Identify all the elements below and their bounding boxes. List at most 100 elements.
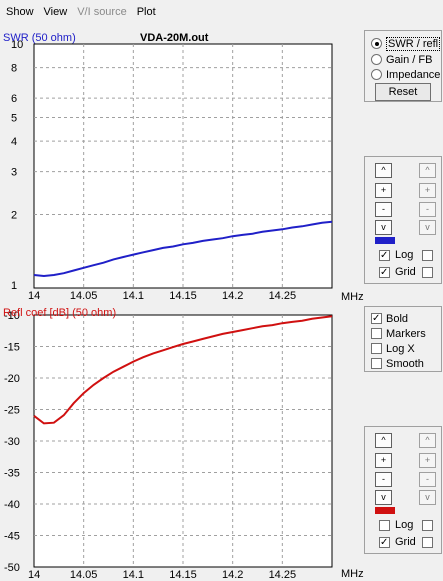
swr-grid [34,44,332,288]
swr-x-ticks: 14 14.05 14.1 14.15 14.2 14.25 [28,290,296,302]
swr-y-tick-label: 4 [11,136,17,148]
option-smooth[interactable]: Smooth [371,357,424,370]
swr-grid-right-checkbox[interactable] [422,267,433,278]
swr-right-plus-button[interactable]: + [419,183,436,198]
refl-log-checkbox[interactable] [379,520,390,531]
refl-x-ticks: 14 14.05 14.1 14.15 14.2 14.25 [28,569,296,581]
refl-scale-down-button[interactable]: v [375,490,392,505]
radio-impedance-dot[interactable] [371,69,382,80]
swr-x-tick-label: 14.2 [222,290,243,302]
swr-color-swatch[interactable] [375,237,395,244]
menu-bar: Show View V/I source Plot [0,0,443,24]
swr-y-tick-label: 10 [11,39,23,51]
refl-right-minus-button[interactable]: - [419,472,436,487]
menu-show[interactable]: Show [6,6,34,18]
swr-y-axis-label: SWR (50 ohm) [3,32,76,44]
refl-y-tick-label: -30 [4,436,20,448]
refl-x-tick-label: 14.2 [222,569,243,581]
refl-right-up-button[interactable]: ^ [419,433,436,448]
swr-y-tick-label: 1 [11,280,17,292]
refl-x-tick-label: 14.1 [123,569,144,581]
refl-x-tick-label: 14.15 [169,569,197,581]
swr-scale-up-button[interactable]: ^ [375,163,392,178]
refl-series-line [33,315,333,425]
refl-y-tick-label: -45 [4,531,20,543]
refl-color-swatch[interactable] [375,507,395,514]
radio-impedance[interactable]: Impedance [371,68,440,81]
swr-y-tick-label: 2 [11,210,17,222]
refl-grid-right-checkbox[interactable] [422,537,433,548]
refl-y-tick-label: -10 [4,310,20,322]
swr-x-unit: MHz [341,291,364,303]
swr-x-tick-label: 14.05 [70,290,98,302]
swr-log-right-checkbox[interactable] [422,250,433,261]
refl-y-tick-label: -25 [4,405,20,417]
menu-vi-source[interactable]: V/I source [77,6,127,18]
refl-grid-label: Grid [395,536,416,548]
menu-view[interactable]: View [43,6,68,18]
refl-y-tick-label: -35 [4,468,20,480]
radio-swr-refl[interactable]: SWR / refl [371,36,441,51]
reset-button[interactable]: Reset [375,83,431,101]
menu-plot[interactable]: Plot [136,6,156,18]
swr-right-up-button[interactable]: ^ [419,163,436,178]
swr-x-tick-label: 14.15 [169,290,197,302]
swr-y-tick-label: 8 [11,63,17,75]
swr-grid-label: Grid [395,266,416,278]
refl-x-tick-label: 14 [28,569,40,581]
swr-log-checkbox[interactable] [379,250,390,261]
refl-x-tick-label: 14.25 [269,569,297,581]
swr-y-tick-label: 5 [11,112,17,124]
refl-right-down-button[interactable]: v [419,490,436,505]
refl-right-plus-button[interactable]: + [419,453,436,468]
option-bold-label: Bold [386,312,409,325]
option-markers[interactable]: Markers [371,327,426,340]
refl-y-ticks: -10 -15 -20 -25 -30 -35 -40 -45 -50 [4,310,20,574]
refl-grid [34,315,332,567]
refl-controls-group: ^ + - v ^ + - v Log Grid [364,426,442,554]
swr-right-minus-button[interactable]: - [419,202,436,217]
option-markers-checkbox[interactable] [371,328,382,339]
plot-type-group: SWR / refl Gain / FB Impedance Reset [364,30,442,102]
refl-x-tick-label: 14.05 [70,569,98,581]
refl-scale-up-button[interactable]: ^ [375,433,392,448]
swr-zoom-in-button[interactable]: + [375,183,392,198]
option-smooth-checkbox[interactable] [371,358,382,369]
radio-swr-refl-dot[interactable] [371,38,382,49]
radio-gain-fb-dot[interactable] [371,54,382,65]
swr-title: VDA-20M.out [140,32,209,44]
swr-scale-down-button[interactable]: v [375,220,392,235]
swr-controls-group: ^ + - v ^ + - v Log Grid [364,156,442,284]
radio-gain-fb[interactable]: Gain / FB [371,53,432,66]
option-logx[interactable]: Log X [371,342,415,355]
option-logx-checkbox[interactable] [371,343,382,354]
option-logx-label: Log X [386,342,415,355]
refl-grid-checkbox[interactable] [379,537,390,548]
options-group: Bold Markers Log X Smooth [364,306,442,372]
option-markers-label: Markers [386,327,426,340]
option-bold-checkbox[interactable] [371,313,382,324]
refl-zoom-out-button[interactable]: - [375,472,392,487]
swr-chart: 10 8 6 5 4 3 2 1 14 14.05 14.1 14.15 14.2 14.25 SWR … [3,32,364,303]
radio-swr-refl-label: SWR / refl [386,36,441,51]
refl-zoom-in-button[interactable]: + [375,453,392,468]
swr-y-tick-label: 6 [11,93,17,105]
radio-impedance-label: Impedance [386,68,441,81]
radio-gain-fb-label: Gain / FB [386,53,433,66]
swr-y-ticks: 10 8 6 5 4 3 2 1 [11,39,23,292]
option-bold[interactable]: Bold [371,312,408,325]
swr-x-tick-label: 14 [28,290,40,302]
swr-right-down-button[interactable]: v [419,220,436,235]
refl-log-right-checkbox[interactable] [422,520,433,531]
refl-x-unit: MHz [341,568,364,580]
swr-series-line [33,220,333,278]
refl-y-axis-label: Refl coef [dB] (50 ohm) [3,307,116,319]
swr-zoom-out-button[interactable]: - [375,202,392,217]
swr-x-tick-label: 14.1 [123,290,144,302]
swr-x-tick-label: 14.25 [269,290,297,302]
swr-grid-checkbox[interactable] [379,267,390,278]
refl-y-tick-label: -40 [4,499,20,511]
refl-chart: -10-15-20-25-30-35-40-45-50 14 14.05 14.1 1… [3,307,364,581]
refl-log-label: Log [395,519,414,531]
refl-y-tick-label: -50 [4,562,20,574]
